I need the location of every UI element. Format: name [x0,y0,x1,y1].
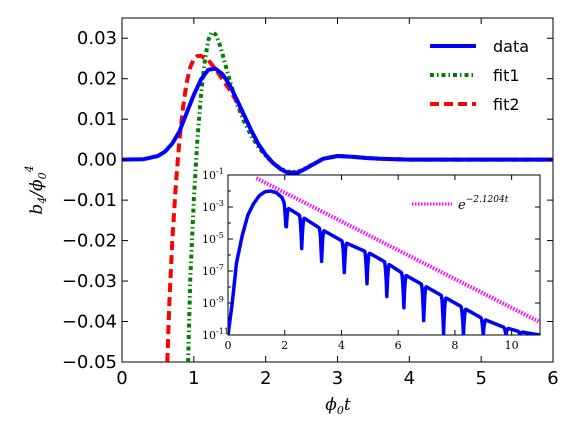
y-tick-label: −0.01 [62,190,117,211]
series-data-line [122,66,553,175]
inset-y-tick-label: 10-11 [202,327,229,342]
inset-ticks-group: 0 2 4 6 8 10 10-1 10-3 10-5 10-7 10-9 10-11 [202,167,540,352]
x-tick-label: 0 [116,368,127,389]
inset-x-tick-label: 8 [451,339,458,352]
x-tick-label: 3 [332,368,343,389]
inset-series-group [228,176,540,335]
svg-text:b4/ϕ04: b4/ϕ04 [23,165,49,214]
inset-x-tick-label: 10 [505,339,519,352]
inset-y-tick-label: 10-3 [202,199,224,214]
legend-label-data: data [493,37,529,56]
x-tick-label: 2 [260,368,271,389]
inset-y-tick-label: 10-5 [202,231,224,246]
y-tick-label: 0.03 [77,28,117,49]
inset-x-tick-label: 2 [281,339,288,352]
legend-label-fit1: fit1 [493,66,520,85]
x-tick-label: 4 [404,368,415,389]
x-tick-label: 6 [547,368,558,389]
x-tick-label: 1 [188,368,199,389]
inset-y-tick-label: 10-1 [202,167,224,182]
y-tick-label: −0.03 [62,271,117,292]
inset-y-tick-label: 10-7 [202,263,224,278]
legend: data fit1 fit2 [430,37,529,114]
y-tick-label: 0.02 [77,69,117,90]
y-tick-label: 0.01 [77,109,117,130]
inset-y-tick-label: 10-9 [202,295,224,310]
inset-legend-label: e−2.1204t [458,195,509,213]
x-tick-label: 5 [475,368,486,389]
inset-x-tick-label: 4 [338,339,345,352]
main-ticks-group: 0 1 2 3 4 5 6 0.03 0.02 0.01 0.00 −0.01 −0.02 −0.03 −0… [62,18,559,389]
y-tick-label: −0.04 [62,312,117,333]
y-tick-label: −0.05 [62,352,117,373]
legend-label-fit2: fit2 [493,95,520,114]
inset-data-line [228,189,540,335]
inset-x-tick-label: 0 [225,339,232,352]
y-axis-label: b4/ϕ04 [23,165,49,214]
main-series-group [122,30,553,362]
y-tick-label: 0.00 [77,150,117,171]
inset-x-tick-label: 6 [395,339,402,352]
inset-exp-fit-line [255,176,540,324]
y-tick-label: −0.02 [62,231,117,252]
inset-legend: e−2.1204t [412,195,509,213]
x-axis-label: ϕ0t [325,395,351,417]
inset-plot-frame [227,174,541,336]
